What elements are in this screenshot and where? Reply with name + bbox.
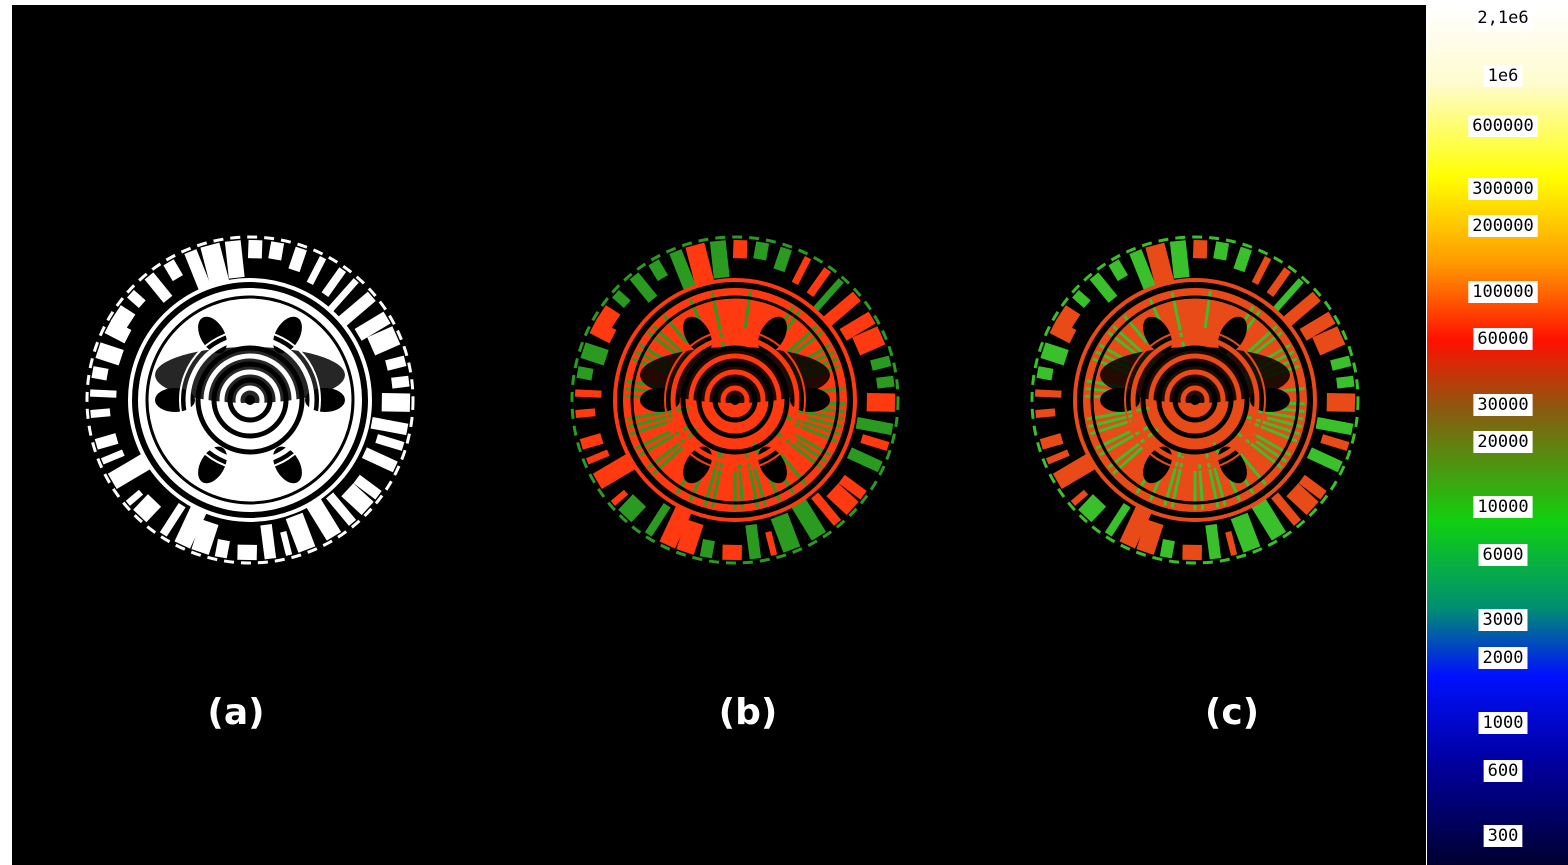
figure: (a) (b) (c) 2,1e6 1e6 600000 300000 200000 10…: [0, 0, 1568, 865]
colorbar-label: 10000: [1477, 497, 1528, 517]
colorbar-label: 300: [1488, 826, 1519, 846]
colorbar-label: 1000: [1483, 713, 1524, 733]
panel-label: (c): [1205, 692, 1259, 733]
colorbar-label: 200000: [1472, 216, 1533, 236]
colorbar-label: 2000: [1483, 648, 1524, 668]
colorbar-label: 100000: [1472, 282, 1533, 302]
panel-label: (b): [719, 692, 778, 733]
colorbar-label: 30000: [1477, 395, 1528, 415]
colorbar-label: 1e6: [1488, 66, 1519, 86]
colorbar-label: 2,1e6: [1477, 8, 1528, 28]
colorbar-label: 6000: [1483, 545, 1524, 565]
panel-label: (a): [207, 692, 264, 733]
colorbar-label: 600: [1488, 761, 1519, 781]
colorbar-label: 600000: [1472, 116, 1533, 136]
colorbar-label: 60000: [1477, 329, 1528, 349]
colorbar-label: 20000: [1477, 432, 1528, 452]
colorbar-label: 300000: [1472, 179, 1533, 199]
colorbar-label: 3000: [1483, 610, 1524, 630]
